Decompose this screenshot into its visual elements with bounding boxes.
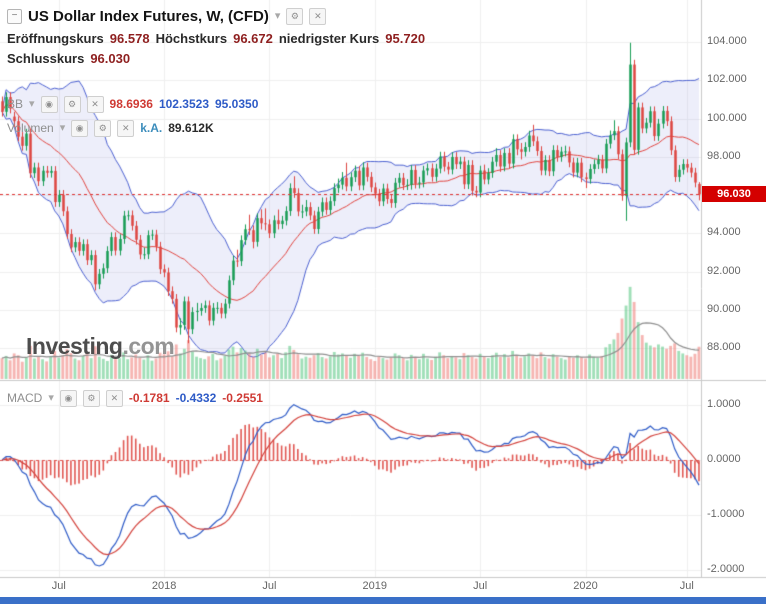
- price-tick-label: 90.000: [707, 302, 741, 315]
- bb-indicator-row: BB ▾ ◉ ⚙ ✕ 98.6936 102.3523 95.0350: [7, 94, 425, 114]
- time-tick-label: Jul: [679, 580, 694, 592]
- close-icon[interactable]: ✕: [86, 95, 104, 113]
- price-tick-label: 100.000: [707, 111, 747, 124]
- gear-icon[interactable]: ⚙: [94, 119, 112, 137]
- gear-icon[interactable]: ⚙: [63, 95, 81, 113]
- chevron-down-icon[interactable]: ▾: [59, 121, 66, 134]
- bb-lower-value: 95.0350: [215, 97, 259, 111]
- last-price-badge: 96.030: [702, 186, 766, 203]
- time-tick-label: Jul: [262, 580, 277, 592]
- macd-indicator-row: MACD ▾ ◉ ⚙ ✕ -0.1781 -0.4332 -0.2551: [7, 388, 263, 408]
- low-label: niedrigster Kurs: [278, 30, 380, 46]
- open-label: Eröffnungskurs: [7, 30, 104, 46]
- gear-icon[interactable]: ⚙: [82, 389, 100, 407]
- time-tick-label: 2018: [151, 580, 177, 592]
- ohl-row: Eröffnungskurs 96.578 Höchstkurs 96.672 …: [7, 28, 425, 48]
- macd-histogram-value: -0.1781: [128, 391, 170, 405]
- price-tick-label: 104.000: [707, 35, 747, 47]
- collapse-pane-icon[interactable]: −: [7, 8, 22, 24]
- eye-icon[interactable]: ◉: [71, 119, 89, 137]
- symbol-title-row: − US Dollar Index Futures, W, (CFD) ▾ ⚙ …: [7, 6, 425, 26]
- bb-middle-value: 98.6936: [109, 97, 153, 111]
- macd-tick-label: -1.0000: [707, 508, 745, 520]
- close-icon[interactable]: ✕: [117, 119, 135, 137]
- low-value: 95.720: [385, 30, 426, 46]
- price-tick-label: 102.000: [707, 73, 747, 86]
- macd-tick-label: -2.0000: [707, 563, 745, 575]
- close-value: 96.030: [90, 50, 131, 66]
- chevron-down-icon[interactable]: ▾: [29, 97, 35, 110]
- horizontal-scrollbar[interactable]: [0, 597, 766, 604]
- macd-tick-label: 1.0000: [707, 398, 741, 410]
- time-tick-label: 2019: [362, 580, 388, 592]
- time-tick-label: Jul: [473, 580, 488, 592]
- eye-icon[interactable]: ◉: [40, 95, 58, 113]
- watermark-tld: .com: [122, 333, 175, 359]
- high-label: Höchstkurs: [155, 30, 228, 46]
- price-tick-label: 88.000: [707, 341, 741, 353]
- close-icon[interactable]: ✕: [309, 7, 327, 25]
- price-tick-label: 92.000: [707, 264, 741, 277]
- close-label: Schlusskurs: [7, 50, 85, 66]
- watermark-name: Investing: [26, 333, 123, 359]
- legend-panel: − US Dollar Index Futures, W, (CFD) ▾ ⚙ …: [7, 6, 425, 138]
- bb-upper-value: 102.3523: [158, 97, 209, 111]
- price-axis[interactable]: 104.000102.000100.00098.00096.00094.0009…: [702, 0, 766, 577]
- close-row: Schlusskurs 96.030: [7, 48, 425, 68]
- price-tick-label: 94.000: [707, 226, 741, 239]
- macd-signal-value: -0.2551: [222, 391, 263, 405]
- time-tick-label: Jul: [51, 580, 66, 592]
- volume-indicator-row: Volumen ▾ ◉ ⚙ ✕ k.A. 89.612K: [7, 118, 425, 138]
- volume-value: 89.612K: [168, 121, 214, 135]
- volume-ma-value: k.A.: [140, 121, 163, 135]
- bb-label: BB: [7, 97, 24, 111]
- macd-line-value: -0.4332: [175, 391, 217, 405]
- chevron-down-icon[interactable]: ▾: [48, 391, 54, 404]
- gear-icon[interactable]: ⚙: [286, 7, 304, 25]
- chevron-down-icon[interactable]: ▾: [274, 9, 281, 22]
- time-axis[interactable]: Jul 2018 Jul 2019 Jul 2020 Jul: [0, 578, 701, 597]
- open-value: 96.578: [109, 30, 150, 46]
- close-icon[interactable]: ✕: [105, 389, 123, 407]
- macd-legend-panel: MACD ▾ ◉ ⚙ ✕ -0.1781 -0.4332 -0.2551: [7, 388, 263, 408]
- investing-watermark-logo: Investing.com: [26, 333, 175, 360]
- time-tick-label: 2020: [573, 580, 598, 592]
- high-value: 96.672: [233, 30, 273, 46]
- macd-label: MACD: [7, 391, 43, 405]
- volume-label: Volumen: [7, 121, 54, 135]
- price-tick-label: 98.000: [707, 149, 741, 162]
- eye-icon[interactable]: ◉: [59, 389, 77, 407]
- symbol-title: US Dollar Index Futures, W, (CFD): [28, 7, 269, 25]
- macd-tick-label: 0.0000: [707, 453, 741, 465]
